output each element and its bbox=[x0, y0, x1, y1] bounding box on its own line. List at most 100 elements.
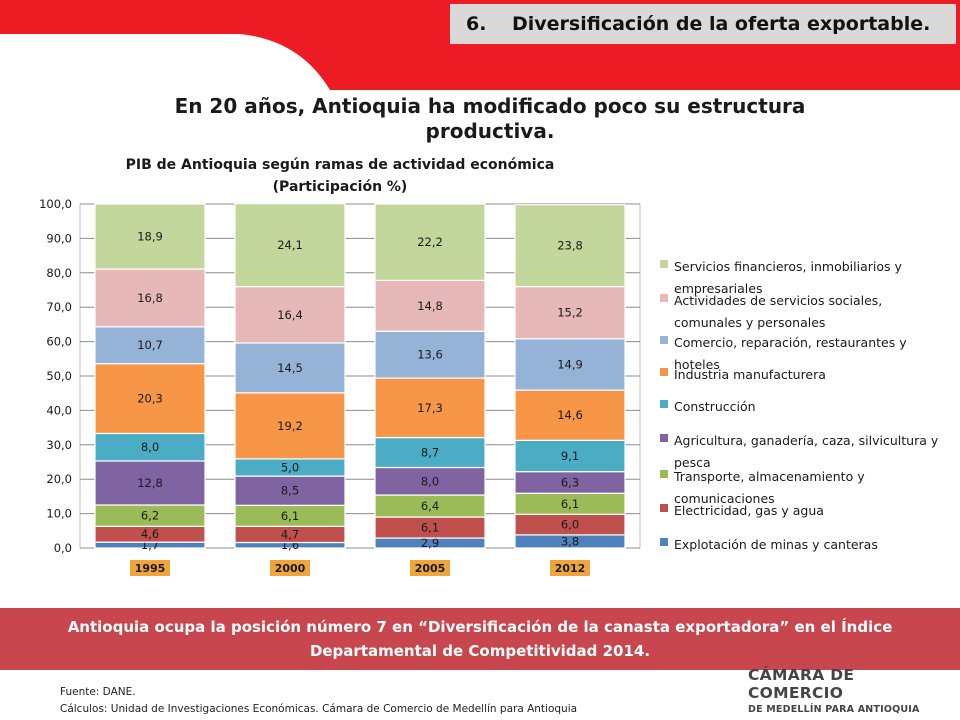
y-tick-label: 0,0 bbox=[54, 541, 72, 555]
bar-segment bbox=[94, 432, 206, 462]
legend-label: Actividades de servicios sociales, comun… bbox=[674, 293, 883, 330]
source-line-2: Cálculos: Unidad de Investigaciones Econ… bbox=[60, 703, 578, 715]
legend-label: Industria manufacturera bbox=[674, 367, 826, 382]
legend-label: Servicios financieros, inmobiliarios y e… bbox=[674, 259, 902, 296]
data-label: 14,8 bbox=[417, 299, 443, 313]
bottom-callout-text: Antioquia ocupa la posición número 7 en … bbox=[67, 618, 893, 660]
section-title-box: 6. Diversificación de la oferta exportab… bbox=[450, 4, 956, 44]
y-tick-label: 50,0 bbox=[46, 369, 72, 383]
data-label: 24,1 bbox=[277, 238, 303, 252]
data-label: 17,3 bbox=[417, 401, 443, 415]
y-tick-label: 30,0 bbox=[46, 438, 72, 452]
slide-headline: En 20 años, Antioquia ha modificado poco… bbox=[150, 94, 830, 144]
bar-segment bbox=[234, 342, 346, 394]
bar-segment bbox=[374, 330, 486, 379]
data-label: 20,3 bbox=[137, 392, 163, 406]
legend-swatch bbox=[660, 434, 668, 442]
data-label: 13,6 bbox=[417, 348, 443, 362]
data-label: 2,9 bbox=[421, 536, 439, 550]
bar-segment bbox=[234, 285, 346, 344]
y-tick-label: 60,0 bbox=[46, 335, 72, 349]
x-category-label: 1995 bbox=[135, 562, 166, 575]
data-label: 8,7 bbox=[421, 446, 439, 460]
category-label-box bbox=[550, 560, 590, 576]
legend-label: Electricidad, gas y agua bbox=[674, 503, 824, 518]
data-label: 8,5 bbox=[281, 484, 299, 498]
legend-item: Agricultura, ganadería, caza, silvicultu… bbox=[660, 430, 954, 474]
y-tick-label: 90,0 bbox=[46, 231, 72, 245]
legend-item: Electricidad, gas y agua bbox=[660, 500, 954, 522]
data-label: 18,9 bbox=[137, 230, 163, 244]
logo-line-1: CÁMARA DE COMERCIO bbox=[748, 666, 855, 702]
data-label: 8,0 bbox=[141, 440, 159, 454]
data-label: 15,2 bbox=[557, 306, 583, 320]
y-tick-label: 20,0 bbox=[46, 472, 72, 486]
y-tick-label: 10,0 bbox=[46, 507, 72, 521]
bar-segment bbox=[94, 363, 206, 435]
data-label: 4,7 bbox=[281, 527, 299, 541]
legend-swatch bbox=[660, 260, 668, 268]
bar-segment bbox=[234, 392, 346, 460]
data-label: 4,6 bbox=[141, 527, 159, 541]
data-label: 14,6 bbox=[557, 408, 583, 422]
bar-segment bbox=[514, 204, 626, 288]
legend-label: Transporte, almacenamiento y comunicacio… bbox=[674, 469, 865, 506]
legend-item: Transporte, almacenamiento y comunicacio… bbox=[660, 466, 954, 510]
data-label: 9,1 bbox=[561, 449, 579, 463]
bar-segment bbox=[514, 389, 626, 441]
y-tick-label: 70,0 bbox=[46, 300, 72, 314]
category-label-box bbox=[270, 560, 310, 576]
category-label-box bbox=[130, 560, 170, 576]
source-note: Fuente: DANE. Cálculos: Unidad de Invest… bbox=[60, 684, 577, 718]
legend-item: Industria manufacturera bbox=[660, 364, 954, 386]
bar-segment bbox=[514, 439, 626, 473]
bottom-callout-band: Antioquia ocupa la posición número 7 en … bbox=[0, 608, 960, 670]
bar-segment bbox=[94, 460, 206, 506]
legend-swatch bbox=[660, 294, 668, 302]
section-title: Diversificación de la oferta exportable. bbox=[512, 13, 931, 35]
logo-line-2: DE MEDELLÍN PARA ANTIOQUIA bbox=[748, 704, 920, 715]
data-label: 23,8 bbox=[557, 239, 583, 253]
data-label: 6,1 bbox=[561, 497, 579, 511]
bar-segment bbox=[374, 203, 486, 281]
data-label: 16,4 bbox=[277, 308, 303, 322]
data-label: 6,1 bbox=[281, 509, 299, 523]
data-label: 19,2 bbox=[277, 419, 303, 433]
legend-item: Actividades de servicios sociales, comun… bbox=[660, 290, 954, 334]
y-tick-label: 40,0 bbox=[46, 403, 72, 417]
legend-swatch bbox=[660, 504, 668, 512]
data-label: 6,0 bbox=[561, 518, 579, 532]
legend-label: Agricultura, ganadería, caza, silvicultu… bbox=[674, 433, 939, 470]
legend-item: Explotación de minas y canteras bbox=[660, 534, 954, 556]
bar-segment bbox=[374, 436, 486, 469]
chart-subtitle: (Participación %) bbox=[272, 179, 408, 195]
chart-title-block: PIB de Antioquia según ramas de activida… bbox=[80, 154, 600, 198]
x-category-label: 2000 bbox=[275, 562, 306, 575]
headline-line-1: En 20 años, Antioquia ha modificado poco… bbox=[174, 94, 806, 118]
legend-swatch bbox=[660, 336, 668, 344]
bar-segment bbox=[514, 338, 626, 391]
stacked-bar-chart: 0,0 10,0 20,0 30,0 40,0 50,0 60,0 70,0 80,0 90,0 1… bbox=[39, 197, 641, 576]
y-tick-label: 80,0 bbox=[46, 266, 72, 280]
x-category-label: 2012 bbox=[555, 562, 586, 575]
legend-item: Comercio, reparación, restaurantes y hot… bbox=[660, 332, 954, 376]
data-label: 14,9 bbox=[557, 357, 583, 371]
headline-line-2: productiva. bbox=[425, 119, 555, 143]
legend-label: Explotación de minas y canteras bbox=[674, 537, 878, 552]
legend-label: Comercio, reparación, restaurantes y hot… bbox=[674, 335, 907, 372]
legend-swatch bbox=[660, 470, 668, 478]
data-label: 14,5 bbox=[277, 361, 303, 375]
source-line-1: Fuente: DANE. bbox=[60, 686, 136, 698]
camara-comercio-logo: CÁMARA DE COMERCIO DE MEDELLÍN PARA ANTI… bbox=[748, 666, 948, 715]
legend-item: Servicios financieros, inmobiliarios y e… bbox=[660, 256, 954, 300]
data-label: 10,7 bbox=[137, 338, 163, 352]
legend-swatch bbox=[660, 400, 668, 408]
data-label: 6,2 bbox=[141, 509, 159, 523]
bar-segment bbox=[94, 203, 206, 270]
data-label: 6,4 bbox=[421, 499, 439, 513]
bar-segment bbox=[374, 377, 486, 439]
bar-segment bbox=[234, 203, 346, 288]
data-label: 16,8 bbox=[137, 291, 163, 305]
category-label-box bbox=[410, 560, 450, 576]
x-category-label: 2005 bbox=[415, 562, 446, 575]
